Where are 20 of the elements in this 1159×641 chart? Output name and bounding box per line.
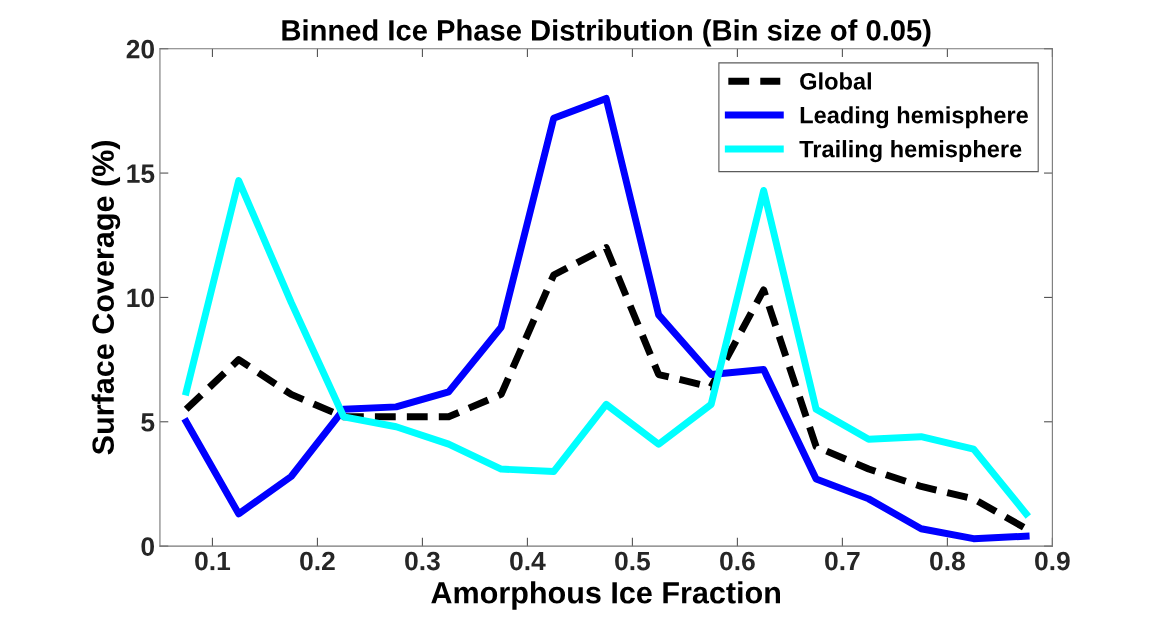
x-axis-title: Amorphous Ice Fraction (431, 581, 780, 610)
x-tick-label: 0.1 (195, 551, 231, 571)
legend-label: Leading hemisphere (800, 106, 1028, 129)
x-tick-label: 0.6 (720, 551, 755, 571)
chart-title: Binned Ice Phase Distribution (Bin size of 0.05) (282, 19, 931, 47)
y-tick-label: 5 (141, 413, 155, 432)
y-axis-title: Surface Coverage (%) (91, 141, 121, 455)
y-tick-label: 10 (127, 288, 154, 308)
x-tick-label: 0.3 (405, 551, 440, 571)
x-tick-label: 0.7 (825, 551, 860, 571)
x-tick-label: 0.5 (615, 551, 651, 571)
x-tick-label: 0.9 (1035, 551, 1070, 571)
legend-label: Trailing hemisphere (799, 140, 1022, 163)
y-tick-label: 15 (127, 164, 155, 183)
x-tick-label: 0.4 (510, 551, 546, 571)
y-tick-label: 0 (141, 537, 154, 556)
legend-label: Global (800, 72, 871, 90)
x-tick-label: 0.8 (930, 551, 965, 571)
y-tick-label: 20 (126, 39, 154, 59)
x-tick-label: 0.2 (300, 551, 335, 571)
